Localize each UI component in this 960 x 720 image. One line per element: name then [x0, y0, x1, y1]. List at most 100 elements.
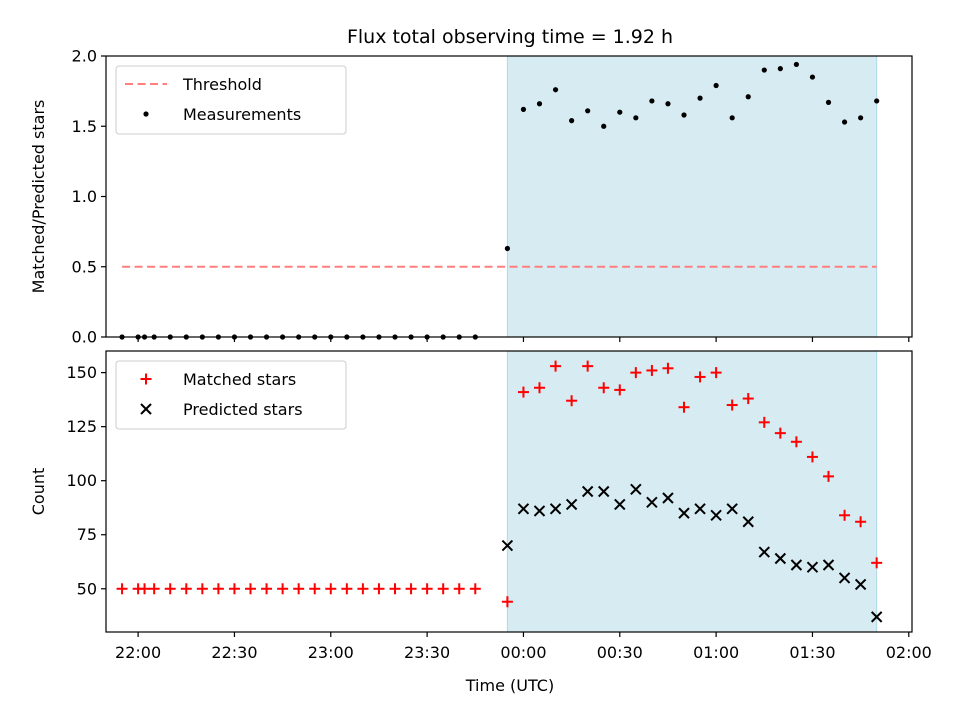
data-point-top-1-38 [729, 115, 735, 121]
y-tick-label-top-2: 1.0 [72, 187, 97, 206]
data-point-bottom-0-46 [855, 516, 867, 528]
data-point-bottom-0-35 [678, 401, 690, 413]
data-point-top-1-46 [858, 115, 864, 121]
series-bottom-0 [116, 360, 883, 608]
data-point-top-1-41 [777, 66, 783, 72]
y-tick-label-bottom-4: 150 [66, 363, 97, 382]
data-point-bottom-0-24 [501, 596, 513, 608]
data-point-bottom-0-30 [598, 382, 610, 394]
data-point-bottom-0-11 [277, 583, 289, 595]
data-point-bottom-0-0 [116, 583, 128, 595]
data-point-bottom-0-22 [453, 583, 465, 595]
data-point-bottom-0-2 [139, 583, 151, 595]
data-point-bottom-0-29 [582, 360, 594, 372]
x-axis-label: Time (UTC) [465, 676, 554, 695]
data-point-bottom-1-18 [790, 559, 803, 571]
data-point-top-1-32 [633, 115, 639, 121]
data-point-bottom-0-15 [341, 583, 353, 595]
y-tick-label-top-1: 0.5 [72, 257, 97, 276]
data-point-top-1-40 [761, 67, 767, 73]
data-point-bottom-0-34 [662, 362, 674, 374]
legend-bottom: Matched stars Predicted stars [115, 360, 347, 430]
data-point-bottom-1-23 [870, 611, 883, 623]
data-point-bottom-0-28 [566, 395, 578, 407]
series-bottom-1 [501, 483, 883, 623]
data-point-top-1-36 [697, 95, 703, 101]
y-tick-label-top-0: 0.0 [72, 328, 97, 347]
legend-label-top-0: Threshold [182, 75, 262, 94]
data-point-top-1-47 [874, 98, 880, 104]
data-point-bottom-0-19 [405, 583, 417, 595]
data-point-bottom-0-43 [806, 451, 818, 463]
data-point-bottom-0-23 [469, 583, 481, 595]
y-tick-label-top-4: 2.0 [72, 47, 97, 66]
data-point-bottom-1-2 [533, 505, 546, 517]
x-tick-label-3: 23:30 [404, 643, 450, 662]
chart-title: Flux total observing time = 1.92 h [347, 26, 673, 48]
data-point-bottom-0-41 [774, 427, 786, 439]
data-point-top-1-24 [504, 245, 510, 252]
data-point-bottom-1-12 [694, 503, 706, 515]
data-point-bottom-1-19 [806, 561, 819, 573]
data-point-bottom-0-8 [228, 583, 240, 595]
data-point-bottom-0-21 [437, 583, 449, 595]
data-point-bottom-0-32 [630, 367, 642, 379]
y-tick-label-bottom-1: 75 [77, 525, 97, 544]
data-point-top-1-44 [825, 99, 832, 105]
data-point-bottom-0-5 [180, 583, 192, 595]
data-point-top-1-29 [585, 108, 591, 114]
data-point-bottom-1-3 [549, 503, 562, 515]
y-tick-label-bottom-0: 50 [77, 579, 97, 598]
data-point-bottom-1-17 [774, 552, 787, 565]
panel-bottom: 50 75 100 125 150 22:00 22:30 23:00 23:30 00:00 00… [29, 350, 932, 662]
data-point-bottom-0-16 [357, 583, 369, 595]
data-point-bottom-0-36 [694, 371, 706, 383]
data-point-bottom-0-14 [325, 583, 337, 595]
data-point-bottom-0-17 [373, 583, 385, 595]
data-point-bottom-1-22 [854, 578, 867, 591]
data-point-bottom-0-27 [550, 360, 562, 372]
data-point-bottom-0-42 [790, 436, 802, 448]
data-point-bottom-0-45 [839, 509, 851, 521]
data-point-bottom-0-10 [261, 583, 273, 595]
data-point-bottom-0-33 [646, 364, 658, 376]
data-point-bottom-0-9 [245, 583, 257, 595]
legend-label-bottom-1: Predicted stars [183, 400, 303, 419]
data-point-top-1-45 [841, 119, 848, 125]
data-point-top-1-42 [793, 61, 799, 68]
data-point-bottom-0-37 [710, 367, 722, 379]
data-point-top-1-33 [649, 98, 655, 104]
data-point-bottom-0-20 [421, 583, 433, 595]
data-point-bottom-1-20 [822, 559, 835, 571]
data-point-bottom-0-4 [164, 583, 176, 595]
x-tick-label-4: 00:00 [500, 643, 546, 662]
y-tick-label-bottom-2: 100 [66, 471, 97, 490]
data-point-bottom-1-7 [614, 498, 626, 511]
data-point-top-1-39 [745, 94, 751, 100]
data-point-bottom-1-16 [758, 546, 770, 558]
observing-interval-shade-bottom [506, 350, 878, 633]
data-point-bottom-0-31 [614, 384, 626, 396]
panel-top: 0.0 0.5 1.0 1.5 2.0 Matched/Predicted stars Th… [29, 47, 913, 347]
data-point-bottom-1-1 [517, 503, 530, 515]
data-point-bottom-1-0 [501, 539, 514, 552]
data-point-bottom-1-15 [742, 516, 754, 528]
axes-frame-bottom [105, 350, 913, 633]
data-point-bottom-0-6 [196, 583, 208, 595]
data-point-top-1-31 [617, 109, 623, 115]
data-point-bottom-0-18 [389, 583, 401, 595]
data-point-top-1-27 [552, 87, 559, 93]
data-point-bottom-1-6 [598, 485, 610, 498]
legend-label-bottom-0: Matched stars [183, 370, 296, 389]
data-point-bottom-0-12 [293, 583, 305, 595]
x-tick-label-1: 22:30 [211, 643, 257, 662]
data-point-bottom-0-3 [148, 583, 160, 595]
x-tick-label-8: 02:00 [886, 643, 932, 662]
x-tick-label-5: 00:30 [597, 643, 643, 662]
data-point-top-1-25 [520, 106, 527, 112]
x-tick-label-7: 01:30 [789, 643, 835, 662]
data-point-top-1-37 [713, 82, 719, 89]
data-point-top-1-26 [536, 101, 543, 107]
data-point-bottom-1-13 [710, 509, 722, 521]
x-tick-label-6: 01:00 [693, 643, 739, 662]
